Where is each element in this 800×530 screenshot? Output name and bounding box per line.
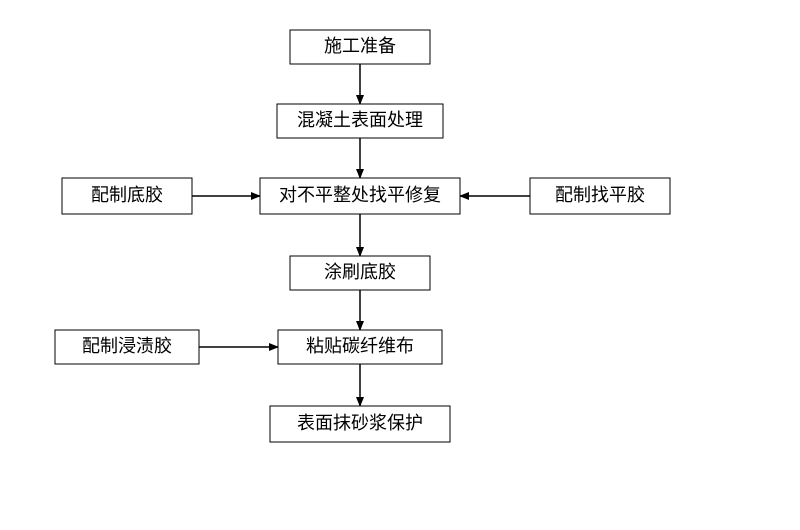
flow-node-label: 配制底胶 [91,185,163,205]
flow-node-label: 混凝土表面处理 [297,110,423,130]
flow-node-n2: 混凝土表面处理 [277,104,443,138]
nodes-layer: 施工准备混凝土表面处理对不平整处找平修复 配制底胶 配制找平胶涂刷底胶粘贴碳纤维布 配… [55,30,670,442]
flow-node-label: 配制浸渍胶 [82,336,172,356]
process-flowchart: 施工准备混凝土表面处理对不平整处找平修复 配制底胶 配制找平胶涂刷底胶粘贴碳纤维布 配… [0,0,800,530]
flow-node-label: 粘贴碳纤维布 [306,336,414,356]
flow-node-n5: 粘贴碳纤维布 [278,330,442,364]
flow-node-nL1: 配制底胶 [62,178,192,214]
flow-node-label: 对不平整处找平修复 [279,185,441,205]
flow-node-nR1: 配制找平胶 [530,178,670,214]
flow-node-label: 涂刷底胶 [324,262,396,282]
flow-node-n6: 表面抹砂浆保护 [270,406,450,442]
flow-node-label: 施工准备 [324,36,396,56]
flow-node-nL2: 配制浸渍胶 [55,330,199,364]
flow-node-label: 表面抹砂浆保护 [297,413,423,433]
flow-node-n1: 施工准备 [290,30,430,64]
flow-node-n3: 对不平整处找平修复 [260,178,460,214]
flow-node-n4: 涂刷底胶 [290,256,430,290]
flow-node-label: 配制找平胶 [555,185,645,205]
